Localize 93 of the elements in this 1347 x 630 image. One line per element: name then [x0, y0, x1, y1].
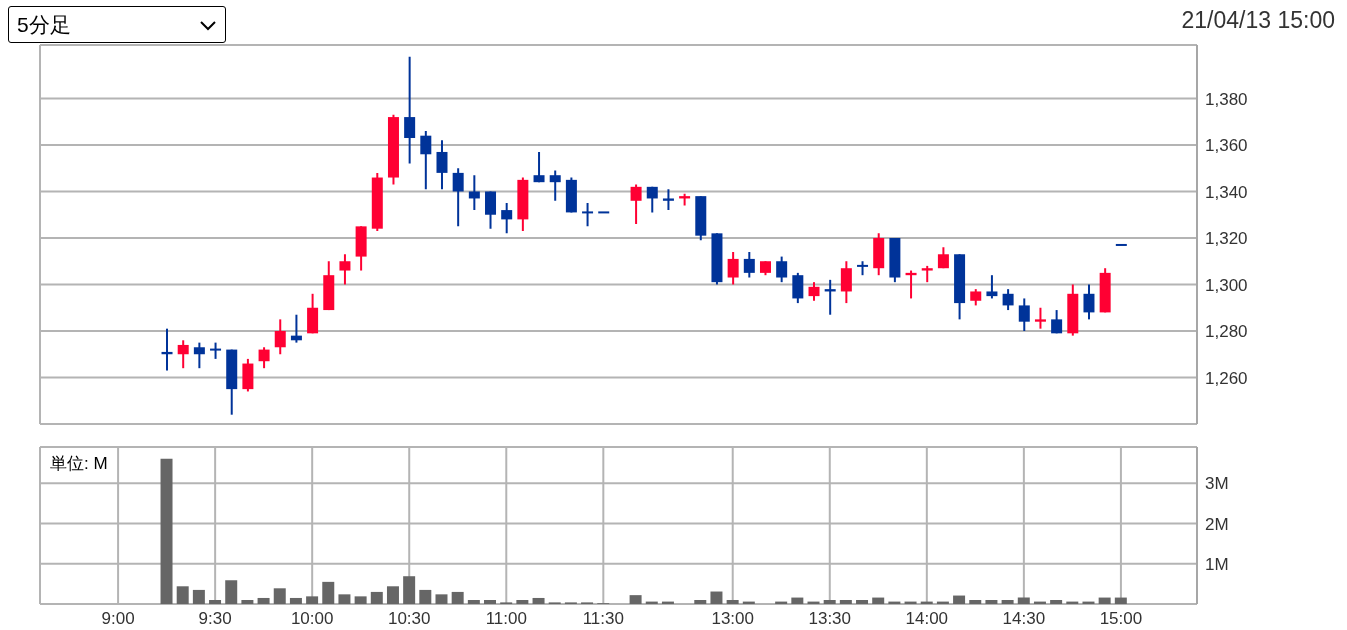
candlestick [1018, 297, 1030, 332]
bar [354, 596, 367, 604]
candlestick [630, 183, 642, 226]
candlestick [582, 202, 594, 228]
bar [953, 595, 966, 604]
text: 5分足 [17, 13, 71, 36]
x-tick-label: 11:30 [582, 609, 624, 629]
bar [257, 597, 270, 604]
candlestick [533, 150, 545, 184]
candlestick [501, 202, 513, 235]
y-tick-label: 1,380 [1205, 89, 1248, 109]
candlestick [420, 130, 432, 191]
y-tick-label: 1M [1205, 554, 1229, 574]
candlestick [727, 250, 739, 286]
bar [160, 458, 173, 604]
x-tick-label: 10:00 [290, 609, 334, 629]
bar [694, 599, 707, 604]
bar [306, 596, 319, 604]
y-tick-label: 1,320 [1205, 229, 1248, 249]
candlestick [436, 139, 448, 191]
candlestick [743, 250, 755, 279]
candlestick [404, 55, 416, 165]
candlestick [258, 346, 270, 370]
bar [872, 597, 885, 604]
x-tick-label: 9:30 [198, 609, 232, 629]
candlestick [986, 274, 998, 300]
bar [386, 586, 399, 604]
bar [289, 597, 302, 604]
candlestick [1034, 306, 1046, 330]
y-tick-label: 3M [1205, 474, 1229, 494]
bar [225, 580, 238, 604]
bar [467, 599, 480, 604]
text: 単位: M [50, 452, 108, 475]
bar [985, 599, 998, 604]
bar [370, 591, 383, 604]
candlestick [1083, 283, 1095, 321]
candlestick [1002, 288, 1014, 312]
bar [176, 586, 189, 604]
y-tick-label: 1,280 [1205, 322, 1248, 342]
candlestick [193, 341, 205, 370]
bar [839, 599, 852, 604]
y-tick-label: 2M [1205, 514, 1229, 534]
x-tick-label: 11:00 [485, 609, 527, 629]
x-tick-label: 14:00 [905, 609, 949, 629]
bar [403, 576, 416, 604]
y-tick-label: 1,340 [1205, 182, 1248, 202]
candlestick [646, 185, 658, 214]
bar [710, 591, 723, 604]
bar [969, 599, 982, 604]
y-tick-label: 1,260 [1205, 368, 1248, 388]
candlestick [792, 271, 804, 305]
candlestick [485, 190, 497, 230]
x-tick-label: 15:00 [1099, 609, 1143, 629]
bar [726, 599, 739, 604]
x-tick-label: 9:00 [101, 609, 135, 629]
y-tick-label: 1,360 [1205, 136, 1248, 156]
bar [1001, 599, 1014, 604]
candlestick [468, 174, 480, 212]
bar [629, 595, 642, 604]
y-tick-label: 1,300 [1205, 275, 1248, 295]
candlestick [662, 188, 674, 212]
bar [484, 599, 497, 604]
candlestick [549, 169, 561, 202]
bar [419, 589, 432, 604]
x-tick-label: 14:30 [1002, 609, 1046, 629]
x-tick-label: 10:30 [387, 609, 431, 629]
text: 21/04/13 15:00 [1181, 7, 1335, 34]
bar [435, 594, 448, 604]
bar [338, 594, 351, 604]
bar [1098, 597, 1111, 604]
candlestick [177, 339, 189, 370]
bar [322, 581, 335, 604]
bar [532, 597, 545, 604]
x-tick-label: 13:30 [808, 609, 852, 629]
bar [209, 599, 222, 604]
bar [1050, 599, 1063, 604]
bar [823, 599, 836, 604]
candlestick [776, 255, 788, 284]
bar [791, 597, 804, 604]
candlestick [452, 167, 464, 228]
bar [1114, 597, 1127, 604]
x-tick-label: 13:00 [711, 609, 754, 629]
candlestick [808, 281, 820, 302]
bar [192, 589, 205, 604]
bar [273, 588, 286, 604]
bar [856, 599, 869, 604]
bar [516, 599, 529, 604]
bar [241, 599, 254, 604]
bar [1017, 597, 1030, 604]
candlestick [840, 260, 852, 305]
bar [451, 591, 464, 604]
candlestick [339, 253, 351, 286]
candlestick [274, 318, 286, 356]
